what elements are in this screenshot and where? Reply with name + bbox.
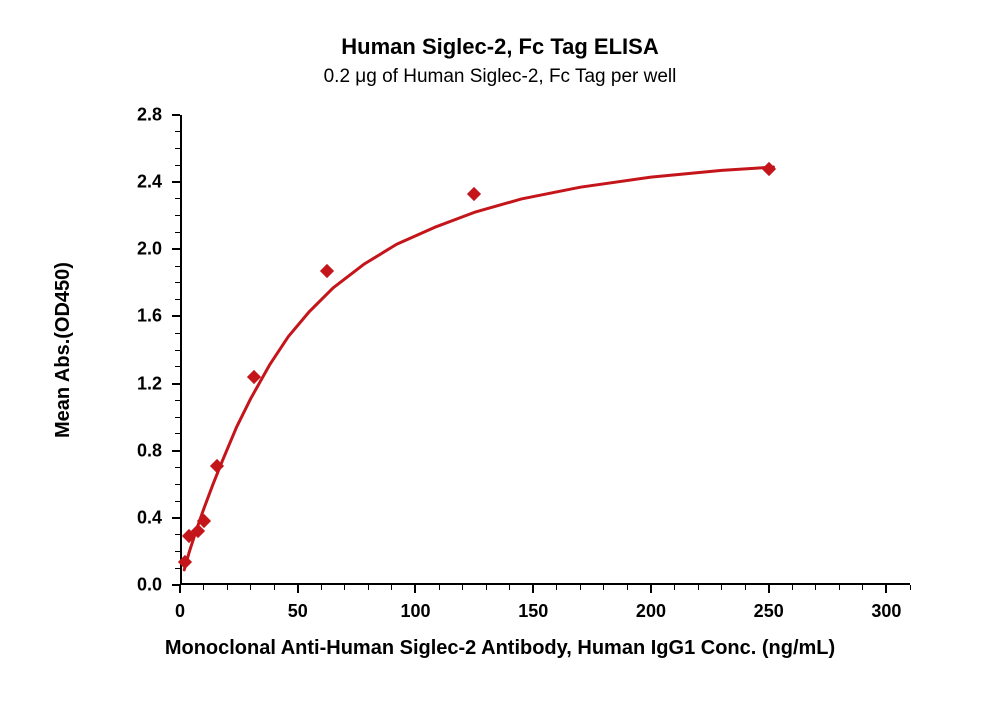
x-tick-label: 0	[175, 601, 185, 622]
y-tick-label: 0.4	[102, 507, 162, 528]
fit-curve	[184, 167, 773, 570]
x-tick-label: 250	[754, 601, 784, 622]
x-tick	[297, 585, 299, 593]
y-tick	[172, 315, 180, 317]
y-tick	[172, 383, 180, 385]
x-tick	[885, 585, 887, 593]
x-tick	[179, 585, 181, 593]
y-tick	[172, 517, 180, 519]
x-tick	[768, 585, 770, 593]
x-axis-label: Monoclonal Anti-Human Siglec-2 Antibody,…	[0, 637, 1000, 660]
x-tick-label: 150	[518, 601, 548, 622]
y-tick-label: 0.0	[102, 575, 162, 596]
y-axis-line	[180, 115, 182, 585]
x-axis-line	[180, 583, 910, 585]
fit-curve-svg	[180, 115, 910, 585]
y-tick-label: 1.6	[102, 306, 162, 327]
y-tick	[172, 584, 180, 586]
chart-subtitle: 0.2 μg of Human Siglec-2, Fc Tag per wel…	[0, 66, 1000, 88]
x-tick	[414, 585, 416, 593]
x-tick	[532, 585, 534, 593]
y-tick-label: 2.4	[102, 172, 162, 193]
y-tick-label: 1.2	[102, 373, 162, 394]
x-tick	[650, 585, 652, 593]
y-tick	[172, 450, 180, 452]
y-tick	[172, 248, 180, 250]
y-axis-label: Mean Abs.(OD450)	[52, 262, 75, 438]
y-tick	[172, 114, 180, 116]
plot-area: 0501001502002503000.00.40.81.21.62.02.42…	[180, 115, 910, 585]
x-tick-label: 300	[871, 601, 901, 622]
chart-container: Human Siglec-2, Fc Tag ELISA 0.2 μg of H…	[0, 0, 1000, 714]
x-tick-label: 50	[288, 601, 308, 622]
y-tick	[172, 181, 180, 183]
y-tick-label: 2.8	[102, 105, 162, 126]
x-tick-label: 100	[400, 601, 430, 622]
chart-title: Human Siglec-2, Fc Tag ELISA	[0, 34, 1000, 60]
y-tick-label: 0.8	[102, 440, 162, 461]
y-tick-label: 2.0	[102, 239, 162, 260]
x-tick-label: 200	[636, 601, 666, 622]
